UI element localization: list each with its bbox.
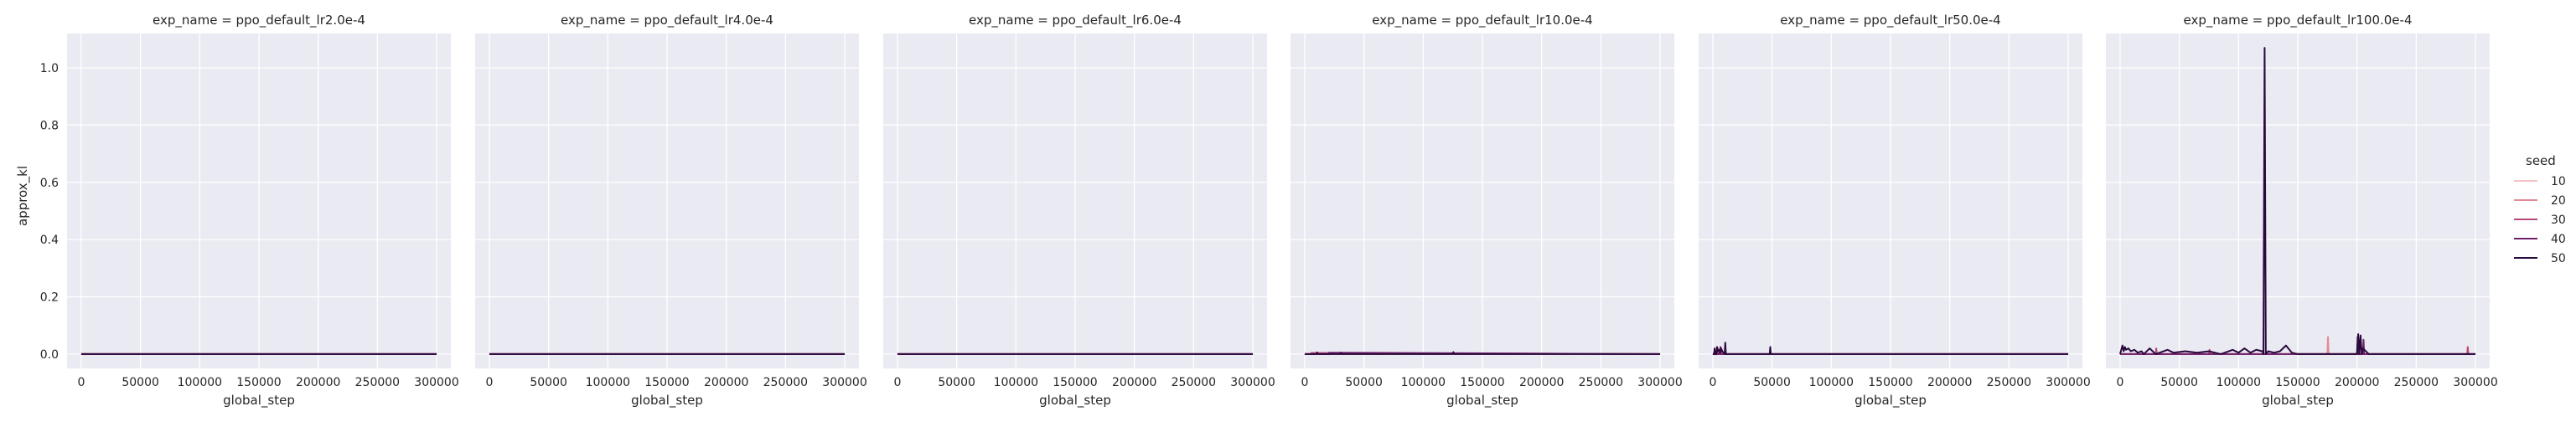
facet-title: exp_name = ppo_default_lr6.0e-4: [969, 13, 1182, 28]
facet-panel: 0 50000 100000 150000 200000 250000 300000 exp_…: [2106, 13, 2498, 409]
x-tick-label: 0: [894, 376, 902, 389]
x-tick-label: 0: [2117, 376, 2124, 389]
x-axis-label: global_step: [631, 393, 703, 409]
x-tick-label: 150000: [2275, 376, 2320, 389]
y-tick-label: 0.0: [40, 348, 59, 362]
y-tick-label: 0.4: [40, 234, 59, 247]
x-tick-label: 50000: [1753, 376, 1791, 389]
legend-entry-label: 10: [2551, 175, 2566, 188]
x-tick-label: 250000: [1579, 376, 1623, 389]
x-tick-label: 250000: [355, 376, 400, 389]
x-tick-label: 100000: [1809, 376, 1854, 389]
x-tick-label: 300000: [2046, 376, 2090, 389]
series-line: [1712, 342, 2069, 355]
x-tick-label: 300000: [414, 376, 458, 389]
x-tick-label: 150000: [236, 376, 281, 389]
x-tick-label: 0: [1301, 376, 1309, 389]
x-axis-label: global_step: [223, 393, 295, 409]
legend-title: seed: [2526, 153, 2556, 168]
legend: seed 10 20 30 40 50: [2514, 153, 2566, 265]
x-tick-label: 100000: [586, 376, 630, 389]
facet-panel: 0 50000 100000 150000 200000 250000 300000 exp_…: [1699, 13, 2091, 409]
legend-entry-label: 40: [2551, 233, 2566, 246]
x-tick-label: 200000: [1519, 376, 1564, 389]
x-axis-label: global_step: [2262, 393, 2334, 409]
x-tick-label: 50000: [938, 376, 975, 389]
x-tick-label: 100000: [1401, 376, 1446, 389]
y-tick-label: 0.2: [40, 291, 59, 305]
x-axis-label: global_step: [1446, 393, 1518, 409]
y-tick-label: 0.6: [40, 177, 59, 190]
x-tick-label: 200000: [2335, 376, 2379, 389]
x-tick-label: 100000: [994, 376, 1038, 389]
series-line: [2119, 346, 2476, 355]
facet-panel: 0.0 0.2 0.4 0.6 0.8 1.0 0 50000 100000 150000 2000…: [40, 13, 459, 409]
facet-title: exp_name = ppo_default_lr50.0e-4: [1780, 13, 2000, 28]
x-tick-label: 150000: [1868, 376, 1912, 389]
x-tick-label: 300000: [2453, 376, 2497, 389]
x-tick-label: 50000: [1345, 376, 1383, 389]
x-tick-label: 250000: [763, 376, 808, 389]
x-tick-label: 200000: [296, 376, 340, 389]
x-tick-label: 0: [1710, 376, 1717, 389]
x-tick-label: 300000: [1637, 376, 1682, 389]
legend-entry-label: 30: [2551, 214, 2566, 227]
facet-panel: 0 50000 100000 150000 200000 250000 300000 exp_…: [475, 13, 867, 409]
x-tick-label: 150000: [1053, 376, 1097, 389]
legend-entries: 10 20 30 40 50: [2514, 175, 2566, 265]
x-tick-label: 100000: [178, 376, 222, 389]
x-tick-label: 200000: [1112, 376, 1156, 389]
x-axis-label: global_step: [1854, 393, 1927, 409]
legend-entry-label: 50: [2551, 252, 2566, 265]
x-tick-label: 50000: [122, 376, 159, 389]
facet-title: exp_name = ppo_default_lr2.0e-4: [153, 13, 365, 28]
series-line: [2118, 47, 2476, 355]
x-tick-label: 250000: [2394, 376, 2439, 389]
x-axis-label: global_step: [1039, 393, 1111, 409]
x-tick-label: 150000: [644, 376, 689, 389]
legend-entry-label: 20: [2551, 194, 2566, 208]
x-tick-label: 250000: [1172, 376, 1216, 389]
facet-title: exp_name = ppo_default_lr100.0e-4: [2184, 13, 2413, 28]
y-tick-label: 0.8: [40, 119, 59, 132]
facet-title: exp_name = ppo_default_lr4.0e-4: [561, 13, 773, 28]
x-tick-label: 250000: [1987, 376, 2031, 389]
x-tick-label: 150000: [1460, 376, 1504, 389]
y-tick-label: 1.0: [40, 62, 59, 75]
x-tick-label: 0: [78, 376, 85, 389]
x-tick-label: 0: [486, 376, 494, 389]
y-axis-label: approx_kl: [15, 166, 31, 226]
x-tick-label: 200000: [704, 376, 748, 389]
x-tick-label: 300000: [822, 376, 866, 389]
facet-title: exp_name = ppo_default_lr10.0e-4: [1372, 13, 1592, 28]
facet-panel: 0 50000 100000 150000 200000 250000 300000 exp_…: [883, 13, 1275, 409]
x-tick-label: 50000: [530, 376, 567, 389]
x-tick-label: 300000: [1230, 376, 1275, 389]
x-tick-label: 100000: [2216, 376, 2261, 389]
x-tick-label: 200000: [1927, 376, 1972, 389]
series-line: [1304, 351, 1661, 355]
x-tick-label: 50000: [2160, 376, 2198, 389]
facet-panels: 0.0 0.2 0.4 0.6 0.8 1.0 0 50000 100000 150000 2000…: [40, 13, 2498, 409]
facet-panel: 0 50000 100000 150000 200000 250000 300000 exp_…: [1291, 13, 1683, 409]
